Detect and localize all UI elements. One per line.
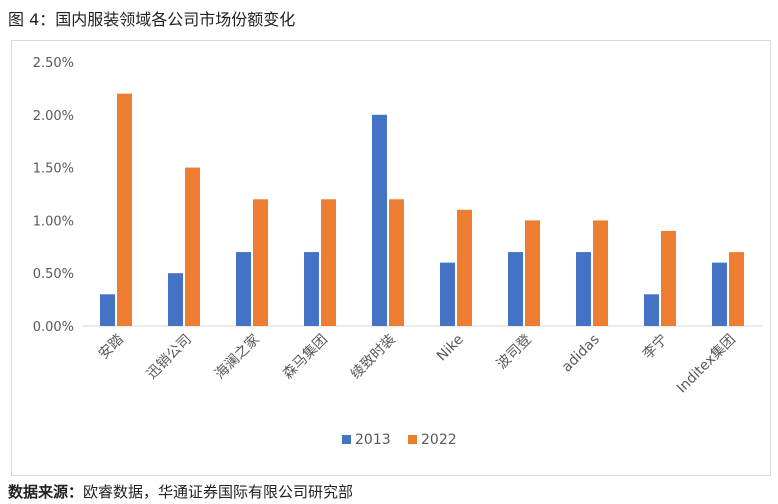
bar-chart: 0.00% 0.50% 1.00% 1.50% 2.00% 2.50% 安踏 迅销公司 海澜之家… — [33, 56, 762, 448]
y-tick-label: 0.00% — [33, 320, 74, 335]
x-tick-label: 迅销公司 — [144, 332, 195, 383]
legend-label-2022: 2022 — [421, 432, 457, 448]
source-text: 欧睿数据，华通证券国际有限公司研究部 — [83, 483, 354, 501]
bar-2013-3 — [304, 252, 319, 326]
x-tick-label: 海澜之家 — [211, 331, 263, 383]
bar-2013-6 — [508, 252, 523, 326]
x-tick-label: 安踏 — [96, 332, 127, 363]
x-tick-label: 波司登 — [494, 332, 535, 373]
bar-2013-8 — [644, 294, 659, 326]
source-label: 数据来源： — [8, 483, 84, 501]
bar-2022-0 — [117, 93, 132, 327]
legend-label-2013: 2013 — [355, 432, 391, 448]
bar-2022-2 — [253, 199, 268, 326]
y-tick-label: 2.50% — [33, 56, 74, 71]
legend-swatch-2022 — [408, 435, 417, 444]
bar-2013-9 — [712, 262, 727, 326]
figure-title: 图 4：国内服装领域各公司市场份额变化 — [8, 10, 296, 29]
bar-2022-6 — [525, 220, 540, 326]
legend-swatch-2013 — [342, 435, 351, 444]
x-tick-label: 绫致时装 — [348, 332, 399, 383]
y-tick-label: 1.00% — [33, 214, 74, 229]
chart-frame: 0.00% 0.50% 1.00% 1.50% 2.00% 2.50% 安踏 迅销公司 海澜之家… — [11, 40, 771, 476]
bar-2013-5 — [440, 262, 455, 326]
bar-2022-1 — [185, 167, 200, 326]
y-tick-label: 1.50% — [33, 162, 74, 177]
x-tick-label: adidas — [559, 332, 603, 376]
y-tick-label: 2.00% — [33, 109, 74, 124]
x-tick-label: 李宁 — [639, 331, 671, 363]
y-tick-label: 0.50% — [33, 267, 74, 282]
bar-2022-4 — [389, 199, 404, 326]
x-tick-label: 森马集团 — [279, 331, 331, 383]
bar-2022-5 — [457, 209, 472, 326]
bar-2022-3 — [321, 199, 336, 326]
source-line: 数据来源：欧睿数据，华通证券国际有限公司研究部 — [8, 481, 353, 502]
bar-2013-2 — [236, 252, 251, 326]
bar-2022-9 — [729, 252, 744, 326]
bar-2013-4 — [372, 114, 387, 326]
bar-2022-7 — [593, 220, 608, 326]
x-tick-label: Inditex集团 — [673, 331, 739, 397]
bar-2013-7 — [576, 252, 591, 326]
bar-2013-1 — [168, 273, 183, 326]
x-tick-label: Nike — [434, 332, 467, 365]
bar-2013-0 — [100, 294, 115, 326]
bar-2022-8 — [661, 230, 676, 326]
